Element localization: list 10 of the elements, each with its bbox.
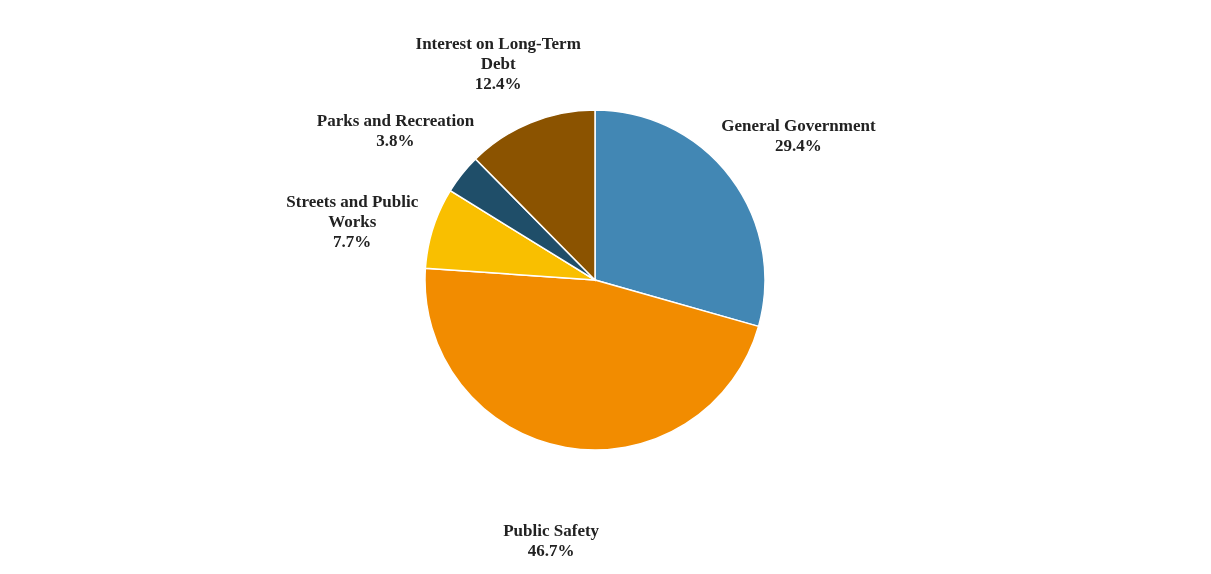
data-label: 46.7%	[527, 541, 575, 561]
data-label: 12.4%	[474, 74, 522, 94]
data-label: 29.4%	[775, 136, 822, 156]
slice-label: Public Safety	[503, 521, 600, 541]
slice-label: General Government	[721, 116, 876, 136]
slice-label: Streets and Public Works	[286, 191, 419, 231]
slice-label: Parks and Recreation	[316, 111, 475, 131]
data-label: 3.8%	[376, 131, 415, 151]
data-label: 7.7%	[333, 231, 372, 251]
slice-label: Interest on Long-Term Debt	[415, 34, 581, 74]
